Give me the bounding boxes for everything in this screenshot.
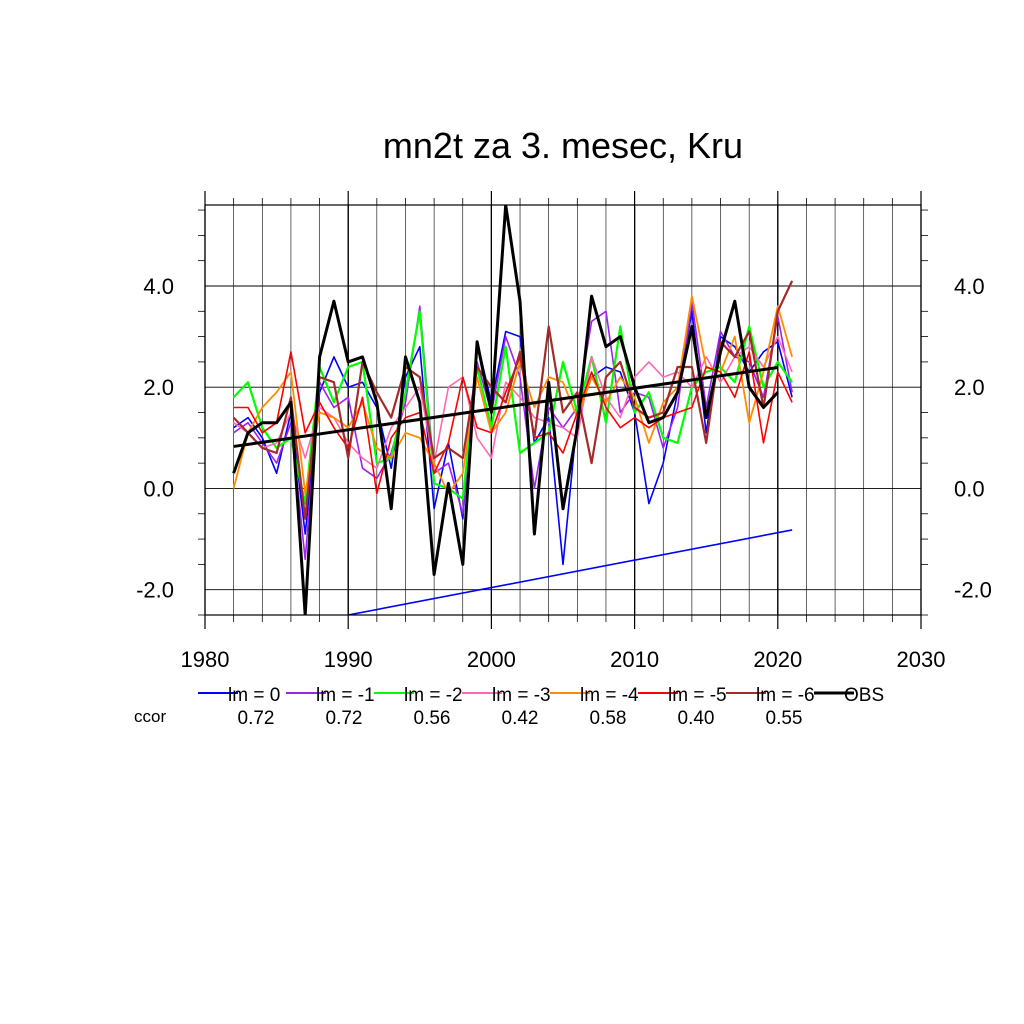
axis-ticks <box>198 191 928 629</box>
x-tick-label: 1990 <box>324 647 373 672</box>
y-tick-label: 4.0 <box>143 274 174 299</box>
tick-labels: 1980 1990 2000 2010 2020 2030 -2.0 -2.0 0.0 0.0 2.… <box>136 274 992 672</box>
ccor-value: 0.40 <box>678 708 715 729</box>
x-tick-label: 1980 <box>181 647 230 672</box>
legend-label: lm = -6 <box>756 685 815 706</box>
series-line <box>233 310 793 566</box>
ccor-value: 0.55 <box>766 708 803 729</box>
y-tick-label: 0.0 <box>143 476 174 501</box>
ccor-value: 0.42 <box>502 708 539 729</box>
y-tick-label-right: 0.0 <box>954 476 985 501</box>
ccor-value: 0.56 <box>414 708 451 729</box>
x-tick-label: 2030 <box>897 647 946 672</box>
x-tick-label: 2000 <box>467 647 516 672</box>
trend-line <box>233 365 779 448</box>
legend-label: lm = -3 <box>492 685 551 706</box>
legend-label: lm = -1 <box>316 685 375 706</box>
ccor-label: ccor <box>134 707 166 726</box>
plot-frame <box>204 204 922 616</box>
series-line <box>232 205 779 615</box>
x-tick-label: 2020 <box>753 647 802 672</box>
ccor-value: 0.72 <box>238 708 275 729</box>
chart-title: mn2t za 3. mesec, Kru <box>383 125 743 166</box>
trend-line <box>348 529 793 615</box>
series-line <box>232 280 794 520</box>
y-tick-label: 2.0 <box>143 375 174 400</box>
y-tick-label-right: -2.0 <box>954 578 992 603</box>
legend-label: lm = -4 <box>580 685 639 706</box>
y-tick-label-right: 2.0 <box>954 375 985 400</box>
ccor-value: 0.58 <box>590 708 627 729</box>
legend-label: OBS <box>844 685 884 706</box>
y-tick-label-right: 4.0 <box>954 274 985 299</box>
series-lines <box>232 205 794 615</box>
series-line <box>233 300 793 561</box>
legend-label: lm = 0 <box>228 685 280 706</box>
ccor-value: 0.72 <box>326 708 363 729</box>
legend-label: lm = -2 <box>404 685 463 706</box>
y-tick-label: -2.0 <box>136 578 174 603</box>
legend-label: lm = -5 <box>668 685 727 706</box>
x-tick-label: 2010 <box>610 647 659 672</box>
